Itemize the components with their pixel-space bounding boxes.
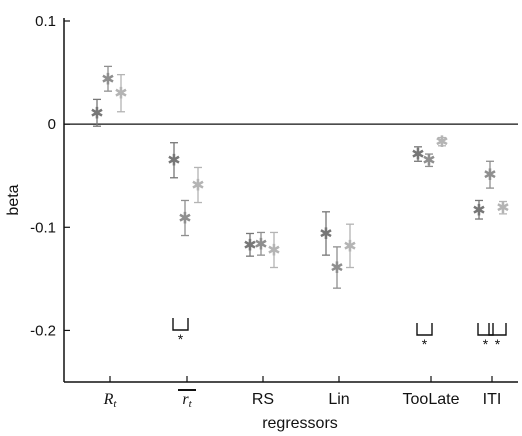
significance-bracket: [488, 323, 507, 336]
significance-markers: * * * *: [172, 318, 507, 352]
x-tick-label-main: ITI: [483, 391, 502, 408]
data-points: ✱✱✱✱✱✱✱✱✱✱✱✱✱✱✱ ✱✱✱: [90, 65, 510, 289]
data-point: ✱: [319, 224, 332, 243]
significance-star: *: [422, 336, 428, 352]
x-tick-label-main: TooLate: [403, 391, 460, 408]
x-tick-label: TooLate: [403, 391, 460, 408]
data-point: ✱: [330, 258, 343, 277]
y-tick-label: -0.2: [30, 322, 56, 339]
data-point: ✱: [191, 175, 204, 194]
x-tick-label: Rt: [103, 391, 118, 410]
significance-star: *: [495, 336, 501, 352]
x-tick-label: RS: [252, 391, 274, 408]
x-tick-label: rt: [182, 391, 192, 410]
data-point: ✱: [496, 198, 509, 217]
data-point: ✱: [483, 165, 496, 184]
significance-bracket: [416, 323, 433, 336]
y-axis-ticks: 0.1 0 -0.1 -0.2: [30, 13, 70, 339]
significance-bracket: [477, 323, 494, 336]
data-point: ✱: [411, 145, 424, 164]
x-tick-label-main: Lin: [328, 391, 349, 408]
x-tick-label-subscript: t: [189, 398, 193, 410]
significance-star: *: [178, 331, 184, 347]
x-tick-label-main: RS: [252, 391, 274, 408]
x-tick-label-main: r: [182, 391, 189, 408]
y-tick-label: 0: [48, 116, 56, 133]
data-point: ✱: [254, 234, 267, 253]
data-point: ✱: [435, 132, 448, 151]
x-tick-label-subscript: t: [113, 398, 117, 410]
data-point: ✱: [472, 200, 485, 219]
x-axis-ticks: Rt rt RS Lin TooLate ITI: [103, 376, 502, 410]
x-tick-label-main: R: [103, 391, 114, 408]
data-point: ✱: [178, 209, 191, 228]
data-point: ✱: [167, 151, 180, 170]
data-point: ✱: [422, 151, 435, 170]
data-point: ✱: [243, 235, 256, 254]
data-point: ✱: [101, 69, 114, 88]
x-tick-label: ITI: [483, 391, 502, 408]
significance-star: *: [483, 336, 489, 352]
data-point: ✱: [343, 236, 356, 255]
x-tick-label: Lin: [328, 391, 349, 408]
x-axis-label: regressors: [262, 415, 338, 432]
data-point: ✱: [267, 240, 280, 259]
y-tick-label: -0.1: [30, 219, 56, 236]
data-point: ✱: [90, 103, 103, 122]
y-axis-label: beta: [5, 184, 22, 215]
y-tick-label: 0.1: [35, 13, 56, 30]
significance-bracket: [172, 318, 189, 331]
data-point: ✱: [114, 84, 127, 103]
